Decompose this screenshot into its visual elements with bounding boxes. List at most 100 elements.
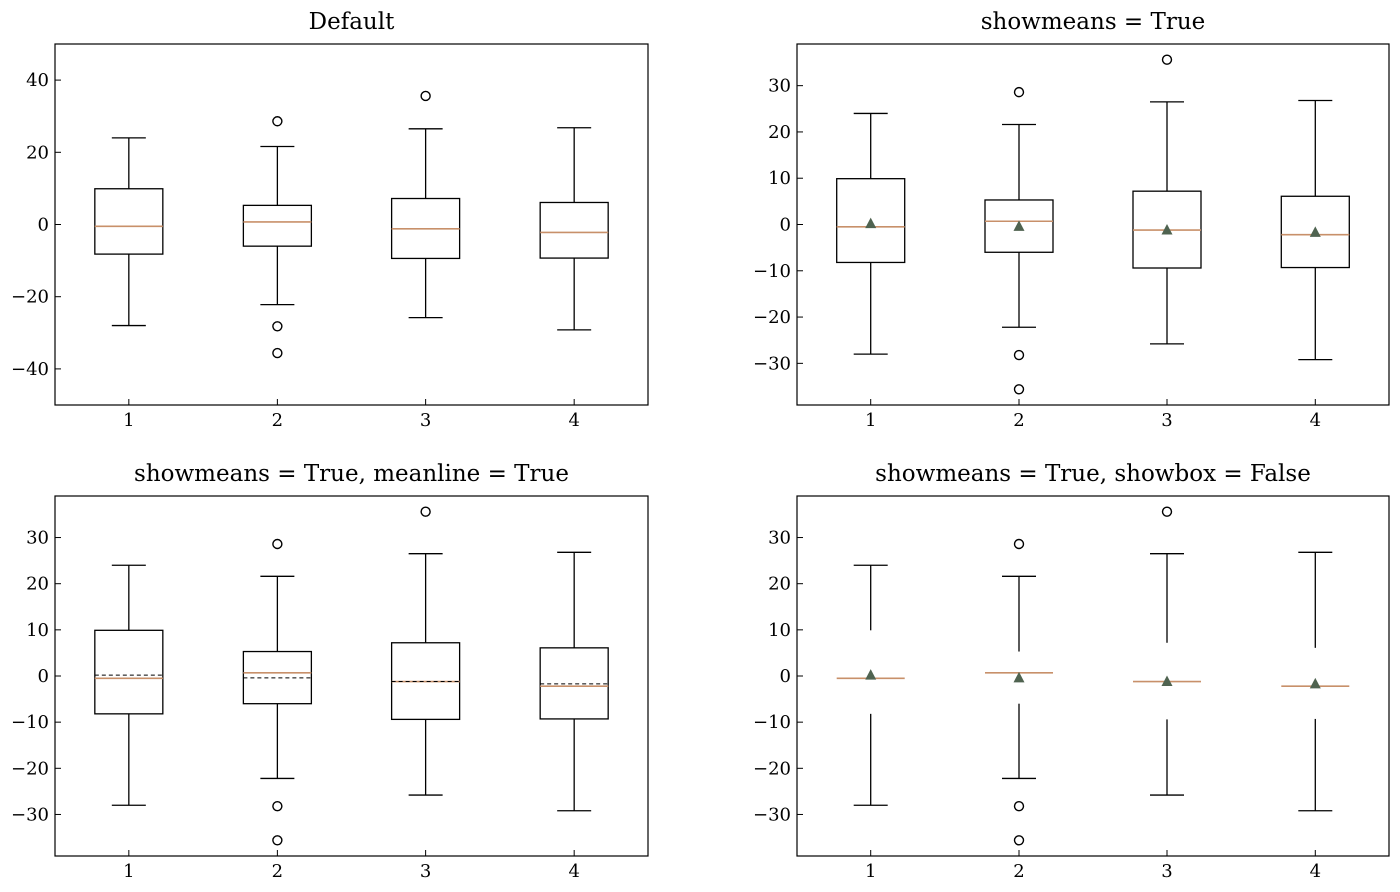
y-tick-label: 20 [26, 142, 49, 163]
iqr-box [94, 188, 164, 255]
iqr-box [1280, 195, 1350, 269]
y-tick-label: −40 [11, 359, 49, 380]
box-group-4 [539, 127, 609, 331]
subplot-3: showmeans = True, meanline = True −30 −20 −… [11, 461, 649, 882]
mean-marker [1013, 220, 1025, 231]
x-tick-label: 4 [1310, 410, 1321, 431]
box-group-3 [1132, 54, 1202, 345]
y-tick-label: 20 [26, 574, 49, 595]
iqr-box [94, 629, 164, 715]
x-tick-label: 2 [272, 410, 283, 431]
outlier-point [1013, 800, 1025, 812]
outlier-point [272, 800, 283, 812]
box-group-4 [1280, 99, 1350, 361]
x-tick-label: 2 [272, 861, 283, 882]
y-tick-label: −10 [11, 712, 49, 733]
y-tick-label: 30 [768, 528, 791, 549]
subplot-2: showmeans = True −30 −20 −10 0 10 20 30 1 2 3 4 [753, 9, 1390, 431]
x-tick-label: 1 [865, 410, 876, 431]
box-group-2 [242, 116, 313, 359]
outlier-point [272, 347, 283, 359]
y-tick-label: 30 [768, 76, 791, 97]
x-tick-label: 4 [1310, 861, 1321, 882]
x-tick-label: 4 [568, 410, 579, 431]
x-tick-label: 3 [420, 861, 431, 882]
box-group-3 [390, 506, 461, 796]
subplot-title: Default [309, 9, 395, 35]
mean-marker [1309, 226, 1321, 237]
y-tick-label: 10 [768, 620, 791, 641]
outlier-point [272, 835, 283, 846]
x-tick-label: 3 [1161, 861, 1172, 882]
iqr-box [242, 204, 313, 247]
y-tick-label: −20 [11, 287, 49, 308]
outlier-point [1161, 506, 1173, 517]
box-group-4 [539, 551, 609, 812]
box-group-2 [985, 538, 1053, 846]
x-tick-label: 2 [1013, 861, 1024, 882]
box-group-1 [836, 564, 905, 806]
mean-marker [1013, 671, 1025, 683]
box-group-1 [836, 112, 906, 355]
outlier-point [420, 90, 431, 102]
subplot-title: showmeans = True [981, 9, 1206, 35]
y-tick-label: 10 [768, 168, 791, 189]
subplot-1: Default −40 −20 0 20 40 1 2 3 4 [11, 9, 649, 431]
y-tick-label: −20 [11, 758, 49, 779]
axes-frame [54, 495, 649, 857]
mean-marker [865, 669, 877, 680]
box-group-4 [1281, 551, 1350, 812]
x-tick-label: 2 [1013, 410, 1024, 431]
outlier-point [272, 538, 283, 550]
outlier-point [1013, 835, 1025, 846]
box-group-1 [94, 137, 164, 327]
y-tick-label: 0 [38, 215, 49, 236]
y-tick-label: 30 [26, 528, 49, 549]
mean-marker [1161, 675, 1173, 687]
iqr-box [984, 199, 1054, 253]
x-tick-label: 4 [568, 861, 579, 882]
x-tick-label: 3 [420, 410, 431, 431]
box-group-2 [984, 86, 1054, 395]
axes-frame [54, 43, 649, 406]
outlier-point [420, 506, 431, 517]
y-tick-label: 20 [768, 122, 791, 143]
outlier-point [1013, 538, 1025, 550]
subplot-4: showmeans = True, showbox = False −30 −20 −… [753, 461, 1390, 882]
iqr-box [539, 201, 609, 259]
outlier-point [272, 116, 283, 127]
box-group-3 [390, 90, 461, 319]
box-group-3 [1133, 506, 1201, 796]
outlier-point [272, 321, 283, 332]
y-tick-label: −20 [753, 758, 791, 779]
y-tick-label: −10 [753, 712, 791, 733]
x-tick-label: 1 [123, 861, 134, 882]
subplot-title: showmeans = True, showbox = False [875, 461, 1311, 487]
mean-marker [865, 217, 877, 229]
y-tick-label: 0 [38, 666, 49, 687]
y-tick-label: 10 [26, 620, 49, 641]
outlier-point [1013, 349, 1025, 361]
outlier-point [1013, 384, 1025, 395]
axes-frame [796, 495, 1390, 857]
box-group-2 [242, 538, 313, 846]
y-tick-label: 0 [780, 666, 791, 687]
box-group-1 [94, 564, 164, 806]
outlier-point [1161, 54, 1173, 65]
x-tick-label: 1 [123, 410, 134, 431]
y-tick-label: −30 [753, 804, 791, 825]
y-tick-label: 0 [780, 215, 791, 236]
y-tick-label: −30 [753, 353, 791, 374]
y-tick-label: 20 [768, 574, 791, 595]
axes-frame [796, 43, 1390, 406]
x-tick-label: 3 [1161, 410, 1172, 431]
mean-marker [1161, 224, 1173, 235]
y-tick-label: −30 [11, 804, 49, 825]
x-tick-label: 1 [865, 861, 876, 882]
mean-marker [1309, 677, 1321, 689]
y-tick-label: −20 [753, 307, 791, 328]
y-tick-label: 40 [26, 70, 49, 91]
iqr-box [836, 178, 906, 264]
outlier-point [1013, 86, 1025, 98]
